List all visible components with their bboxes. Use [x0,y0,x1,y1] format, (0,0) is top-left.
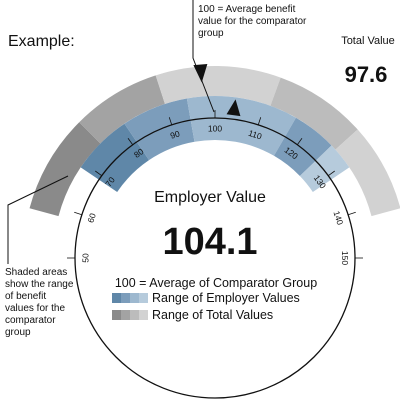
shaded-leader [7,175,69,264]
employer-range-band [299,145,350,193]
total-pointer [193,64,208,83]
legend-swatch [130,310,139,320]
total-value: 97.6 [345,62,388,87]
legend-swatch [112,310,121,320]
employer-range-band [274,117,332,177]
total-range-band [270,77,358,150]
total-range-band [29,122,101,217]
legend-swatch [121,293,130,303]
total-value-label: Total Value [341,35,395,47]
note-line: of benefit [5,291,46,302]
dial-tick-label: 50 [80,253,90,263]
legend-swatch [112,293,121,303]
legend-swatch [139,293,148,303]
total-range-band [79,75,165,144]
legend-label: Range of Total Values [152,308,273,322]
comparator-note: group [198,28,224,39]
total-range-band [335,129,400,217]
comparator-note: value for the comparator [198,16,307,27]
shaded-note: Shaded areas show the range of benefit v… [5,267,74,338]
dial-tick [348,211,356,216]
dial-tick [74,211,82,216]
legend-title: 100 = Average of Comparator Group [115,276,317,290]
dial-tick [328,170,335,177]
dial [29,66,400,217]
dial-tick [257,117,262,125]
legend: Range of Employer Values Range of Total V… [112,291,300,322]
legend-swatch [139,310,148,320]
dial-tick-label: 100 [208,123,222,133]
dial-tick [168,117,173,125]
comparator-leader [192,0,215,113]
note-line: group [5,327,31,338]
dial-tick-label: 150 [340,251,350,265]
dial-tick [296,138,303,145]
dial-tick-label: 110 [247,128,263,142]
note-line: values for the [5,303,65,314]
employer-value-label: Employer Value [154,189,266,206]
dial-tick-label: 90 [169,128,181,141]
total-range-band [155,66,281,106]
note-line: show the range [5,279,74,290]
pointers [193,64,241,117]
employer-range-band [80,123,150,193]
employer-range-band [186,95,296,156]
dial-tick [127,138,134,145]
comparator-note: 100 = Average benefit [198,4,296,15]
note-line: Shaded areas [5,267,67,278]
example-label: Example: [8,33,75,50]
legend-label: Range of Employer Values [152,291,300,305]
dial-tick-label: 60 [85,212,98,224]
employer-value: 104.1 [162,221,257,263]
dial-tick [95,170,102,177]
note-line: comparator [5,315,56,326]
dial-tick-label: 140 [331,210,345,227]
employer-pointer [226,99,241,117]
legend-swatch [130,293,139,303]
legend-swatch [121,310,130,320]
